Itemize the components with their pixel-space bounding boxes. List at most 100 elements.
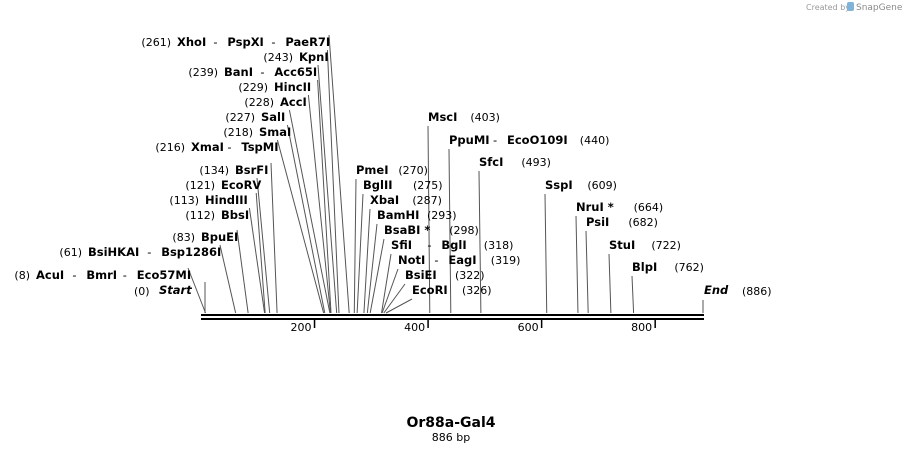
enzyme-name: PpuMI bbox=[449, 133, 490, 147]
site-line bbox=[383, 283, 406, 314]
enzyme-name: BglI bbox=[441, 238, 466, 252]
site-label: BamHI (293) bbox=[377, 208, 457, 222]
enzyme-name: PmeI bbox=[356, 163, 389, 177]
enzyme-name: AccI bbox=[280, 95, 307, 109]
ruler-tick-label: 200 bbox=[291, 321, 312, 334]
site-position: (112) bbox=[185, 209, 215, 222]
enzyme-separator: - bbox=[434, 253, 438, 267]
enzyme-name: SfcI bbox=[479, 155, 503, 169]
site-label: (83) BpuEI bbox=[172, 230, 238, 244]
site-line bbox=[427, 125, 431, 314]
site-position: (322) bbox=[455, 269, 485, 282]
site-line bbox=[307, 94, 331, 314]
site-label: (227) SalI bbox=[225, 110, 285, 124]
site-position: (682) bbox=[628, 216, 658, 229]
site-label: (261) XhoI - PspXI - PaeR7I bbox=[141, 35, 330, 49]
site-label: (243) KpnI bbox=[263, 50, 328, 64]
enzyme-separator: - bbox=[147, 245, 151, 259]
site-label: XbaI (287) bbox=[370, 193, 442, 207]
site-position: (275) bbox=[413, 179, 443, 192]
site-lines bbox=[187, 34, 704, 314]
enzyme-name: StuI bbox=[609, 238, 635, 252]
site-position: (440) bbox=[580, 134, 610, 147]
enzyme-name: SalI bbox=[261, 110, 285, 124]
site-position: (8) bbox=[14, 269, 30, 282]
ruler-tick-label: 800 bbox=[631, 321, 652, 334]
enzyme-name: HincII bbox=[274, 80, 311, 94]
site-label: SfcI (493) bbox=[479, 155, 551, 169]
site-line bbox=[248, 207, 266, 314]
site-label: BlpI (762) bbox=[632, 260, 704, 274]
site-position: (113) bbox=[169, 194, 199, 207]
end-pos: (886) bbox=[742, 285, 772, 298]
site-position: (134) bbox=[199, 164, 229, 177]
site-position: (318) bbox=[484, 239, 514, 252]
site-line bbox=[187, 267, 207, 314]
end-text: End bbox=[704, 283, 729, 297]
enzyme-separator: - bbox=[213, 35, 217, 49]
site-line bbox=[631, 275, 635, 314]
site-label: PsiI (682) bbox=[586, 215, 658, 229]
ruler-ticks: 200 400 600 800 bbox=[291, 320, 656, 334]
site-line bbox=[366, 223, 378, 314]
site-line bbox=[270, 162, 278, 314]
enzyme-name: MscI bbox=[428, 110, 457, 124]
site-labels: (8) AcuI - BmrI - Eco57MI(61) BsiHKAI - Bsp1286I… bbox=[14, 35, 704, 297]
enzyme-separator: - bbox=[227, 140, 231, 154]
site-position: (216) bbox=[155, 141, 185, 154]
site-label: (121) EcoRV bbox=[185, 178, 261, 192]
site-line bbox=[286, 124, 326, 314]
site-line bbox=[585, 230, 589, 314]
enzyme-separator: - bbox=[427, 238, 431, 252]
site-line bbox=[448, 148, 452, 314]
enzyme-separator: - bbox=[271, 35, 275, 49]
site-position: (293) bbox=[427, 209, 457, 222]
site-position: (403) bbox=[470, 111, 500, 124]
end-label: End (886) bbox=[704, 283, 772, 298]
site-label: BglII (275) bbox=[363, 178, 443, 192]
start-text: Start bbox=[159, 283, 192, 297]
enzyme-name: BmrI bbox=[86, 268, 117, 282]
enzyme-name: BsrFI bbox=[235, 163, 268, 177]
site-line bbox=[478, 170, 482, 314]
enzyme-name: SmaI bbox=[259, 125, 291, 139]
site-line bbox=[236, 229, 249, 314]
enzyme-name: BlpI bbox=[632, 260, 657, 274]
site-position: (229) bbox=[238, 81, 268, 94]
enzyme-separator: - bbox=[260, 65, 264, 79]
enzyme-name: TspMI bbox=[241, 140, 278, 154]
credit-text: Created by bbox=[806, 3, 850, 12]
site-position: (61) bbox=[59, 246, 82, 259]
site-position: (270) bbox=[398, 164, 428, 177]
site-label: (216) XmaI - TspMI bbox=[155, 140, 278, 154]
site-label: (229) HincII bbox=[238, 80, 311, 94]
enzyme-name: NotI bbox=[398, 253, 425, 267]
snapgene-logo-icon bbox=[847, 2, 854, 11]
site-label: SspI (609) bbox=[545, 178, 617, 192]
site-position: (243) bbox=[263, 51, 293, 64]
site-line bbox=[317, 64, 338, 314]
enzyme-name: BglII bbox=[363, 178, 393, 192]
site-line bbox=[356, 193, 364, 314]
sequence-bar-bottom bbox=[201, 318, 704, 320]
site-label: (112) BbsI bbox=[185, 208, 249, 222]
site-label: BsaBI * (298) bbox=[384, 223, 479, 237]
site-line bbox=[276, 139, 325, 314]
site-line bbox=[326, 49, 340, 314]
sequence-bar-top bbox=[201, 314, 704, 316]
site-label: MscI (403) bbox=[428, 110, 500, 124]
ruler-tick-label: 600 bbox=[518, 321, 539, 334]
enzyme-name: EcoO109I bbox=[507, 133, 568, 147]
enzyme-name: KpnI bbox=[299, 50, 329, 64]
site-label: PpuMI - EcoO109I (440) bbox=[449, 133, 609, 147]
site-line bbox=[381, 268, 399, 314]
site-position: (762) bbox=[674, 261, 704, 274]
site-label: NruI * (664) bbox=[576, 200, 663, 214]
site-position: (493) bbox=[521, 156, 551, 169]
site-line bbox=[256, 177, 271, 314]
site-line bbox=[219, 244, 237, 314]
site-label: (228) AccI bbox=[244, 95, 306, 109]
ruler-tick-label: 400 bbox=[404, 321, 425, 334]
site-line bbox=[575, 215, 579, 314]
map-title: Or88a-Gal4 bbox=[406, 415, 495, 431]
